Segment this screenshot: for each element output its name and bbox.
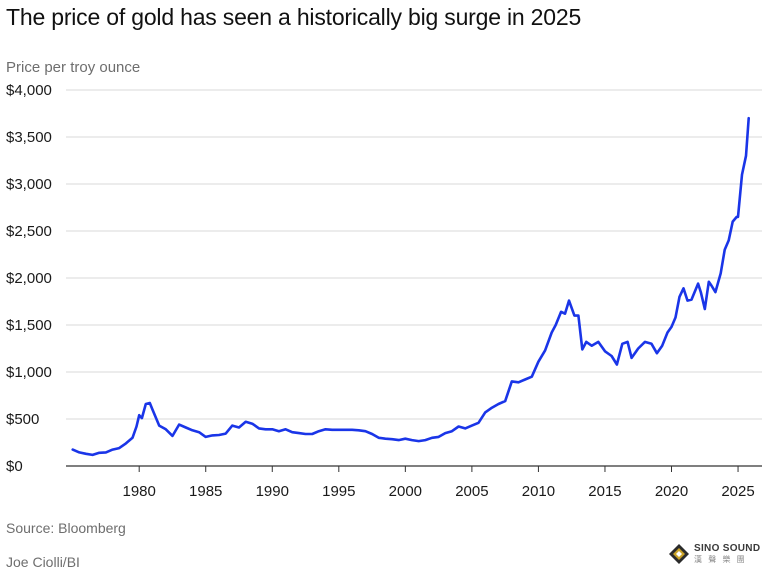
x-tick-label: 1995 — [322, 483, 355, 500]
y-tick-label: $500 — [6, 411, 39, 428]
y-tick-label: $3,000 — [6, 176, 52, 193]
series-layer — [71, 116, 751, 457]
x-tick-label: 2025 — [721, 483, 754, 500]
x-tick-label: 2000 — [389, 483, 422, 500]
x-ticks: 1980 1985 1990 1995 2000 2005 2010 2015 2020 2025 — [123, 466, 755, 500]
y-tick-label: $0 — [6, 458, 23, 475]
x-tick-label: 2020 — [655, 483, 688, 500]
y-tick-label: $1,000 — [6, 364, 52, 381]
watermark-logo: SINO SOUND 漢 聲 樂 團 — [668, 543, 760, 565]
x-tick-label: 1980 — [123, 483, 156, 500]
x-tick-label: 2015 — [588, 483, 621, 500]
y-tick-label: $4,000 — [6, 82, 52, 99]
diamond-logo-icon — [669, 544, 689, 564]
x-tick-label: 1990 — [256, 483, 289, 500]
gold-price-line — [71, 116, 751, 457]
author-credit: Joe Ciolli/BI — [6, 554, 80, 570]
chart-svg: $0 $500 $1,000 $1,500 $2,000 $2,500 $3,000 $3,5… — [6, 82, 762, 500]
x-tick-label: 1985 — [189, 483, 222, 500]
chart-title: The price of gold has seen a historicall… — [6, 4, 582, 30]
gridlines — [66, 89, 762, 467]
x-tick-label: 2010 — [522, 483, 555, 500]
source-note: Source: Bloomberg — [6, 520, 126, 536]
x-tick-label: 2005 — [455, 483, 488, 500]
y-tick-label: $3,500 — [6, 129, 52, 146]
y-tick-label: $1,500 — [6, 317, 52, 334]
y-tick-label: $2,000 — [6, 270, 52, 287]
y-tick-label: $2,500 — [6, 223, 52, 240]
y-tick-labels: $0 $500 $1,000 $1,500 $2,000 $2,500 $3,000 $3,5… — [6, 82, 52, 475]
y-axis-title: Price per troy ounce — [6, 59, 141, 76]
watermark-main-text: SINO SOUND — [694, 543, 761, 554]
watermark-sub-text: 漢 聲 樂 團 — [694, 555, 747, 564]
